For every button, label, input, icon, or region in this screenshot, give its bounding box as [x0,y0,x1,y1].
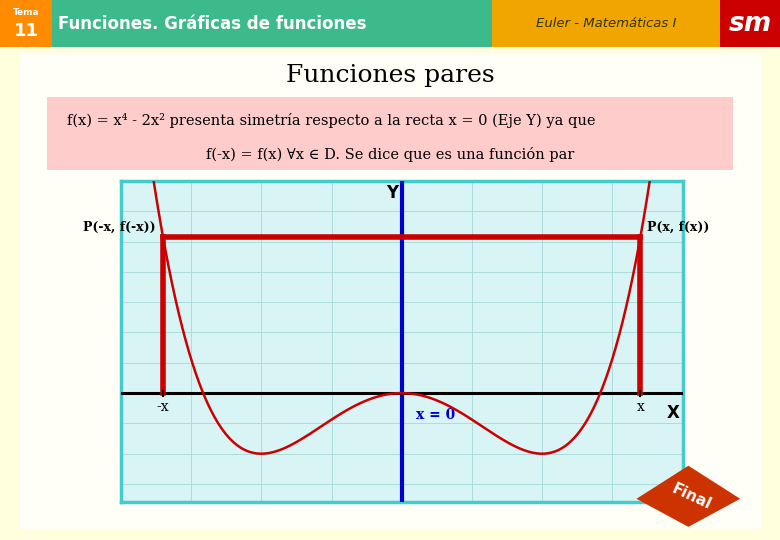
FancyBboxPatch shape [27,95,753,172]
Text: P(-x, f(-x)): P(-x, f(-x)) [83,221,156,234]
Text: X: X [667,404,679,422]
Text: x = 0: x = 0 [416,408,455,422]
Text: Y: Y [386,184,398,202]
Text: Funciones pares: Funciones pares [285,64,495,87]
Text: Final: Final [669,481,713,512]
Text: f(-x) = f(x) ∀x ∈ D. Se dice que es una función par: f(-x) = f(x) ∀x ∈ D. Se dice que es una … [206,146,574,161]
Text: x: x [636,400,644,414]
FancyBboxPatch shape [492,0,720,47]
Polygon shape [636,465,740,527]
Text: 11: 11 [13,22,38,40]
Text: Funciones. Gráficas de funciones: Funciones. Gráficas de funciones [58,15,367,33]
Text: Euler - Matemáticas I: Euler - Matemáticas I [536,17,676,30]
FancyBboxPatch shape [5,44,775,539]
Text: -x: -x [157,400,169,414]
FancyBboxPatch shape [52,0,492,47]
FancyBboxPatch shape [720,0,780,47]
Text: sm: sm [729,11,771,37]
Text: P(x, f(x)): P(x, f(x)) [647,221,710,234]
FancyBboxPatch shape [0,0,52,47]
Text: f(x) = x⁴ - 2x² presenta simetría respecto a la recta x = 0 (Eje Y) ya que: f(x) = x⁴ - 2x² presenta simetría respec… [67,113,596,128]
Text: Tema: Tema [12,9,39,17]
